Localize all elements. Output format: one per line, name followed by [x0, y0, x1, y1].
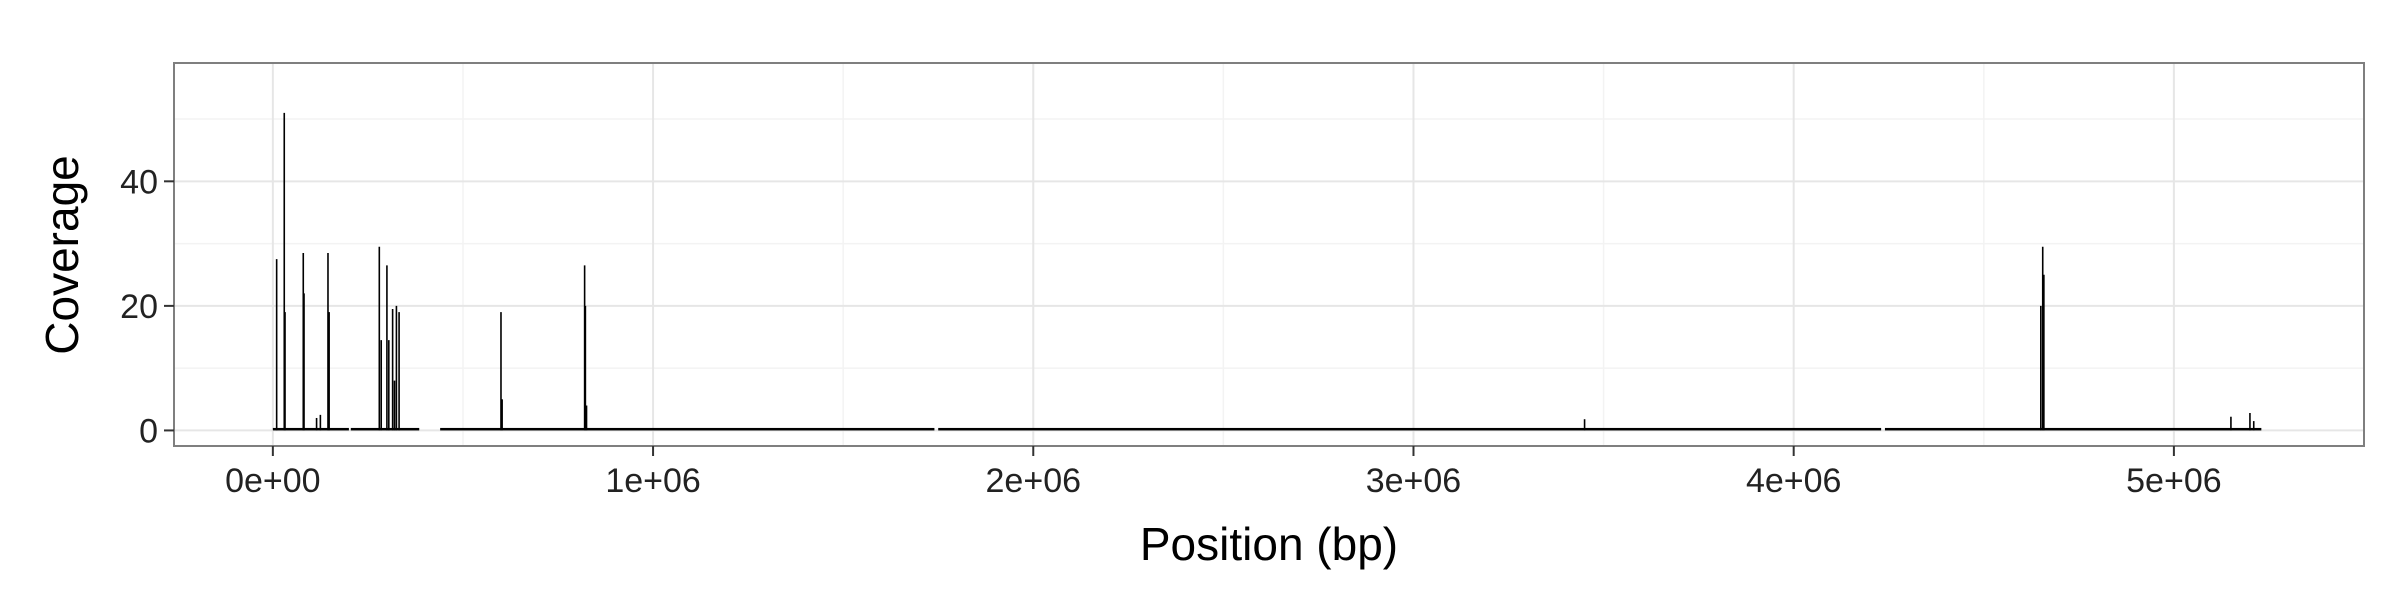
y-tick-label: 20: [120, 288, 158, 326]
minor-grid: [174, 63, 2364, 446]
baseline-coverage-segment: [272, 427, 349, 431]
panel-background: [174, 63, 2364, 446]
y-axis: 0 20 40: [120, 163, 174, 450]
x-tick-label: 3e+06: [1366, 462, 1462, 500]
y-tick-label: 0: [139, 412, 158, 450]
baseline-coverage-segment: [1884, 427, 2262, 431]
baseline-coverage-segment: [350, 427, 420, 431]
x-axis: 0e+00 1e+06 2e+06 3e+06 4e+06 5e+06: [225, 446, 2222, 500]
x-tick-label: 5e+06: [2126, 462, 2222, 500]
panel-border: [173, 62, 2365, 447]
y-axis-title: Coverage: [36, 155, 88, 354]
x-tick-label: 0e+00: [225, 462, 321, 500]
x-axis-title: Position (bp): [1140, 518, 1398, 570]
x-tick-label: 2e+06: [986, 462, 1082, 500]
x-tick-label: 1e+06: [605, 462, 701, 500]
baseline-coverage-segment: [938, 427, 1882, 431]
x-tick-label: 4e+06: [1746, 462, 1842, 500]
baseline-coverage-segment: [440, 427, 935, 431]
y-tick-label: 40: [120, 163, 158, 201]
coverage-bars: [272, 112, 2262, 431]
